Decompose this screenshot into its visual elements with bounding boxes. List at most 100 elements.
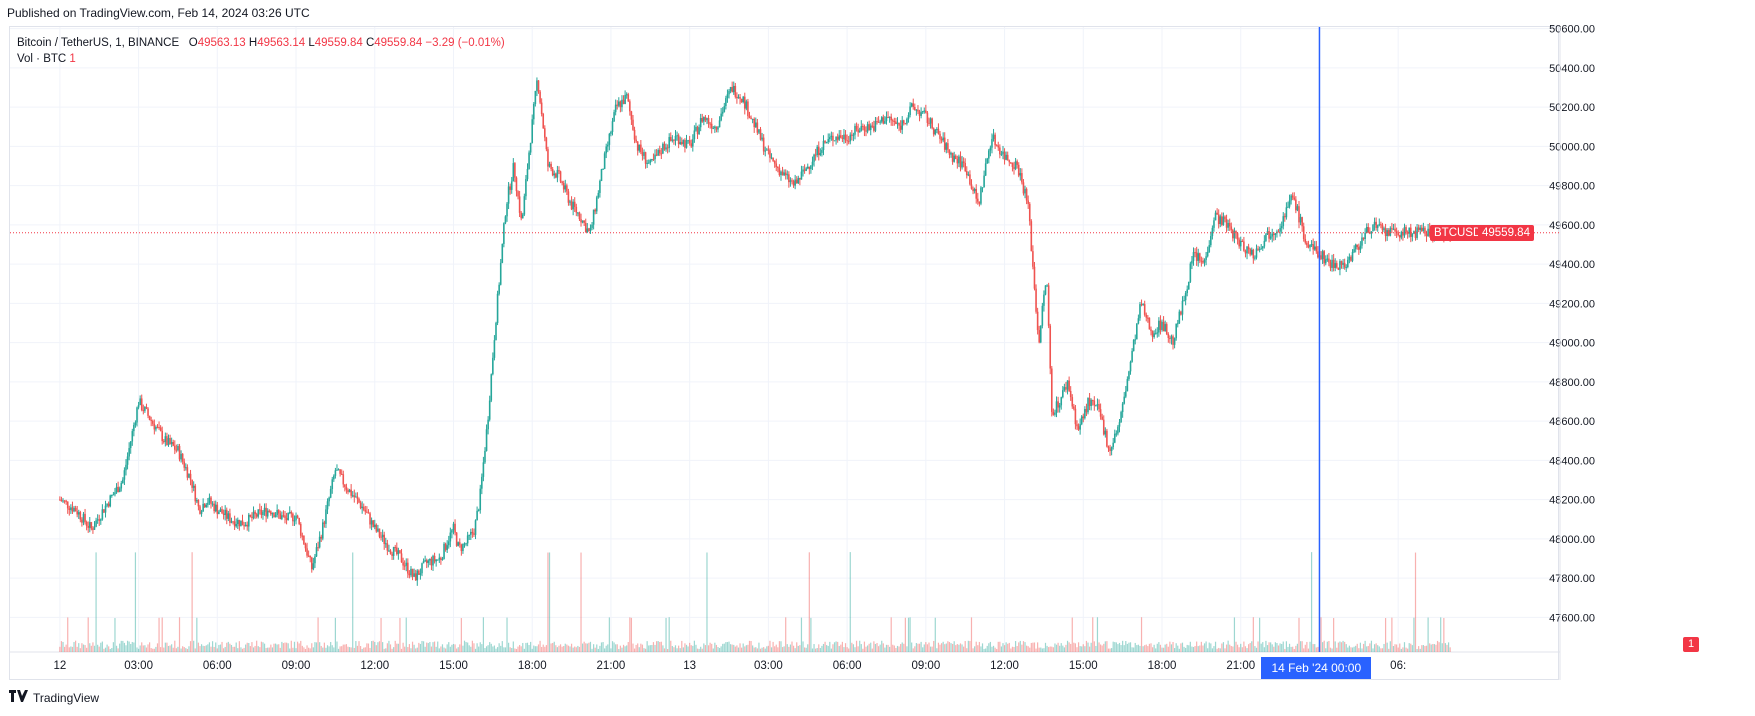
volume-bar [295,648,297,652]
candle-body [1424,227,1426,234]
candle-body [937,128,940,134]
volume-bar [662,645,664,652]
candle-body [868,124,870,130]
volume-bar [383,648,385,652]
candle-body [418,570,420,575]
x-tick-label: 06:00 [203,660,232,672]
volume-bar [1333,618,1335,652]
volume-bar [1008,642,1010,652]
candle-body [1000,153,1003,155]
volume-bar [657,641,659,652]
candle-body [1074,408,1077,425]
candle-body [1014,161,1017,170]
volume-bar [330,641,332,652]
candle-body [1169,337,1171,339]
candle-body [698,127,700,135]
candle-body [901,120,904,130]
candle-body [1095,405,1097,407]
volume-bar [382,642,384,652]
candle-body [1279,227,1281,232]
candle-body [191,479,193,488]
candle-body [96,519,99,521]
candle-body [967,174,970,176]
volume-bar [1405,647,1407,652]
candle-body [175,449,178,451]
volume-bar [427,643,429,652]
candle-body [482,462,485,477]
candle-body [660,153,663,155]
volume-bar [640,643,642,652]
volume-bar [655,641,658,652]
candle-body [411,568,414,577]
volume-bar [1384,618,1387,652]
volume-bar [1161,647,1163,652]
volume-bar [558,645,560,652]
volume-label[interactable]: Vol · BTC [17,53,67,65]
volume-bar [522,642,524,652]
candle-body [1098,404,1100,410]
volume-bar [537,644,540,652]
volume-bar [1394,644,1396,652]
candle-body [1321,251,1324,260]
footer-brand[interactable]: TradingView [33,690,100,705]
candle-body [1210,236,1212,246]
volume-bar [1413,617,1415,652]
volume-bar [602,642,604,652]
candle-body [844,134,847,141]
candle-body [925,110,927,113]
volume-bar [514,648,516,652]
volume-bar [1236,644,1239,652]
volume-bar [1334,641,1336,652]
symbol-label[interactable]: Bitcoin / TetherUS, 1, BINANCE [17,37,180,49]
candle-body [915,109,918,111]
volume-bar [289,648,291,652]
volume-bar [279,647,281,652]
volume-bar [67,617,69,652]
volume-bar [388,640,390,652]
candle-body [912,103,915,108]
y-tick-label: 50600.00 [1549,24,1595,36]
volume-bar [1432,643,1434,652]
candle-body [1233,230,1236,239]
candle-body [518,196,521,213]
volume-bar [940,643,943,652]
x-tick-label: 03:00 [754,660,783,672]
volume-bar [481,644,483,652]
volume-bar [1248,644,1250,652]
candle-body [318,536,321,548]
volume-bar [906,646,908,652]
candle-body [759,129,762,140]
volume-bar [1162,647,1165,652]
candle-body [817,146,820,156]
volume-bar [1351,647,1354,652]
volume-bar [1033,642,1036,652]
volume-bar [136,647,138,652]
volume-bar [698,648,700,652]
volume-bar [848,648,850,652]
candle-body [1195,252,1198,261]
candle-body [203,503,206,508]
candle-body [750,117,752,119]
candle-body [137,405,140,408]
candle-body [1277,231,1280,233]
candle-body [855,125,858,130]
volume-bar [1328,640,1330,652]
volume-bar [1337,642,1339,652]
volume-bar [644,648,647,652]
candle-body [1241,240,1244,242]
volume-bar [210,646,212,652]
candle-body [460,544,463,552]
candle-body [353,495,356,498]
candle-body [869,125,872,130]
chart-frame[interactable] [9,26,1559,680]
candle-body [99,519,102,521]
volume-bar [777,647,779,652]
candle-body [170,442,173,445]
candle-body [1406,232,1409,234]
candle-body [114,492,116,495]
volume-bar [501,641,503,652]
volume-bar [303,647,305,652]
volume-bar [1137,644,1139,652]
volume-bar [213,646,215,652]
